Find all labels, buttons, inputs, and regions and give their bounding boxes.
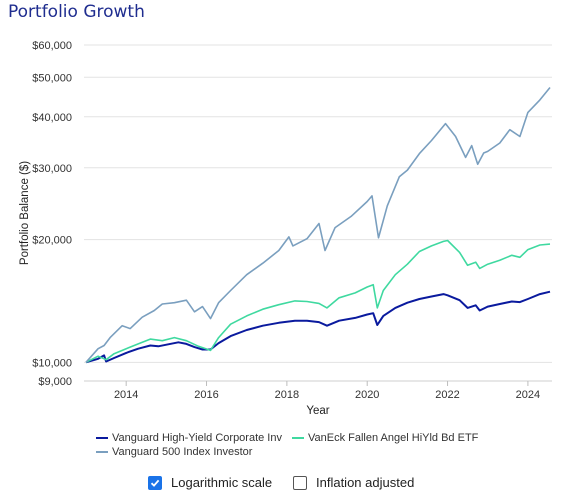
x-axis-label: Year bbox=[306, 405, 329, 417]
inflation-label: Inflation adjusted bbox=[316, 475, 415, 490]
log-scale-toggle[interactable]: Logarithmic scale bbox=[148, 475, 272, 490]
y-axis-ticks: $9,000 $10,000 $20,000 $30,000 $40,000 $50,00… bbox=[32, 40, 72, 388]
legend-label: Vanguard 500 Index Investor bbox=[112, 446, 253, 458]
x-tick-label: 2022 bbox=[435, 389, 459, 401]
y-tick-label: $60,000 bbox=[32, 40, 72, 52]
x-tick-label: 2016 bbox=[194, 389, 218, 401]
series-line-fallen-angel bbox=[85, 239, 551, 364]
inflation-checkbox[interactable] bbox=[293, 475, 307, 490]
legend-label: VanEck Fallen Angel HiYld Bd ETF bbox=[308, 432, 479, 444]
y-axis-label: Portfolio Balance ($) bbox=[19, 161, 31, 265]
y-tick-label: $40,000 bbox=[32, 112, 72, 124]
legend-swatch bbox=[96, 437, 108, 439]
x-tick-label: 2018 bbox=[275, 389, 299, 401]
legend-item-sp500[interactable]: Vanguard 500 Index Investor bbox=[96, 446, 252, 458]
legend-label: Vanguard High-Yield Corporate Inv bbox=[112, 432, 282, 444]
y-tick-label: $20,000 bbox=[32, 235, 72, 247]
y-tick-label: $50,000 bbox=[32, 72, 72, 84]
legend-item-high-yield[interactable]: Vanguard High-Yield Corporate Inv bbox=[96, 432, 282, 444]
inflation-toggle[interactable]: Inflation adjusted bbox=[293, 475, 414, 490]
y-tick-label: $9,000 bbox=[38, 376, 72, 388]
x-tick-label: 2020 bbox=[355, 389, 379, 401]
x-axis-ticks: 2014 2016 2018 2020 2022 2024 bbox=[84, 380, 552, 401]
series-line-high-yield bbox=[85, 290, 551, 364]
grid-lines bbox=[84, 44, 552, 382]
x-tick-label: 2024 bbox=[516, 389, 540, 401]
y-tick-label: $10,000 bbox=[32, 357, 72, 369]
checkmark-icon bbox=[150, 479, 160, 487]
series-lines bbox=[85, 86, 551, 364]
page-title: Portfolio Growth bbox=[8, 2, 145, 22]
x-tick-label: 2014 bbox=[114, 389, 138, 401]
log-scale-label: Logarithmic scale bbox=[171, 475, 273, 490]
legend-item-fallen-angel[interactable]: VanEck Fallen Angel HiYld Bd ETF bbox=[292, 432, 478, 444]
legend-swatch bbox=[96, 451, 108, 453]
y-tick-label: $30,000 bbox=[32, 163, 72, 175]
legend-swatch bbox=[292, 437, 304, 439]
portfolio-growth-chart: $9,000 $10,000 $20,000 $30,000 $40,000 $50,00… bbox=[19, 40, 552, 417]
series-line-sp500 bbox=[85, 86, 551, 363]
log-scale-checkbox[interactable] bbox=[148, 475, 162, 490]
